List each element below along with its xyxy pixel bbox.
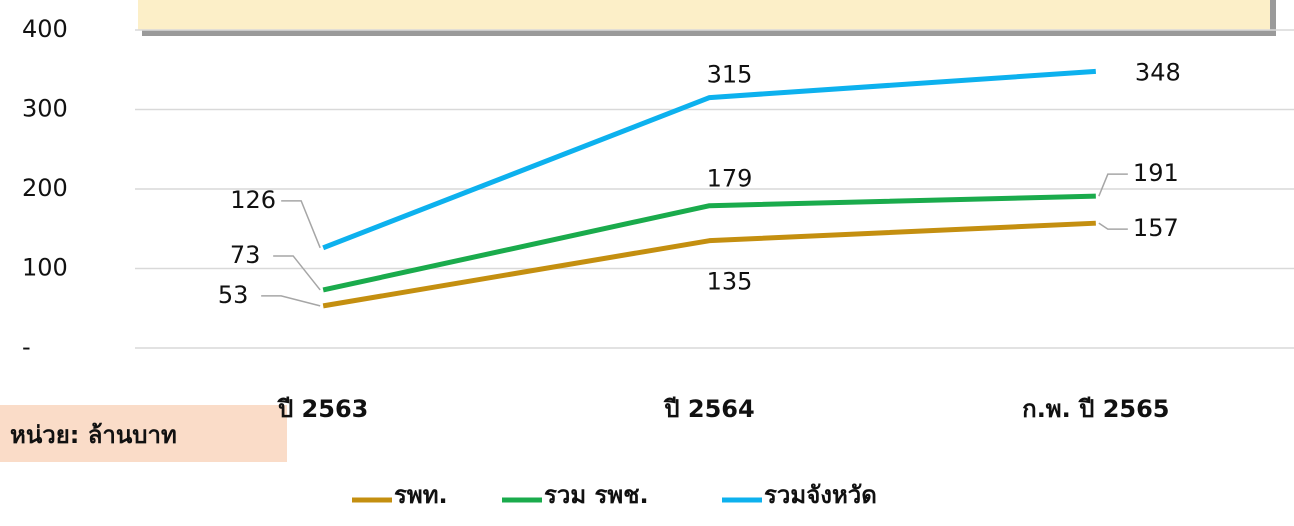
data-label: 179: [707, 165, 753, 193]
leader-line: [1098, 222, 1128, 230]
y-tick-label: 400: [22, 15, 68, 43]
leader-line: [281, 200, 321, 249]
data-label: 53: [218, 281, 249, 309]
leader-line: [261, 295, 321, 307]
data-label: 348: [1135, 58, 1181, 86]
title-box: [138, 0, 1270, 30]
y-tick-label: 200: [22, 174, 68, 202]
leader-line: [273, 255, 321, 291]
x-tick-label: ก.พ. ปี 2565: [1022, 395, 1169, 423]
legend-label: รวมจังหวัด: [764, 481, 877, 509]
y-tick-label: -: [22, 333, 31, 361]
leader-line: [1098, 173, 1128, 197]
x-tick-label: ปี 2564: [663, 395, 755, 423]
y-tick-label: 300: [22, 95, 68, 123]
unit-box: [0, 405, 287, 462]
line: [322, 193, 1096, 293]
x-tick-label: ปี 2563: [277, 395, 369, 423]
unit-label: หน่วย: ล้านบาท: [10, 421, 177, 449]
data-label: 315: [707, 61, 753, 89]
line: [322, 220, 1096, 309]
data-label: 157: [1133, 214, 1179, 242]
data-label: 135: [707, 268, 753, 296]
y-tick-label: 100: [22, 254, 68, 282]
data-label: 191: [1133, 159, 1179, 187]
line: [322, 68, 1096, 251]
data-label: 126: [230, 186, 276, 214]
data-label: 73: [230, 241, 261, 269]
legend-label: รวม รพช.: [544, 481, 649, 509]
legend-label: รพท.: [394, 481, 448, 509]
